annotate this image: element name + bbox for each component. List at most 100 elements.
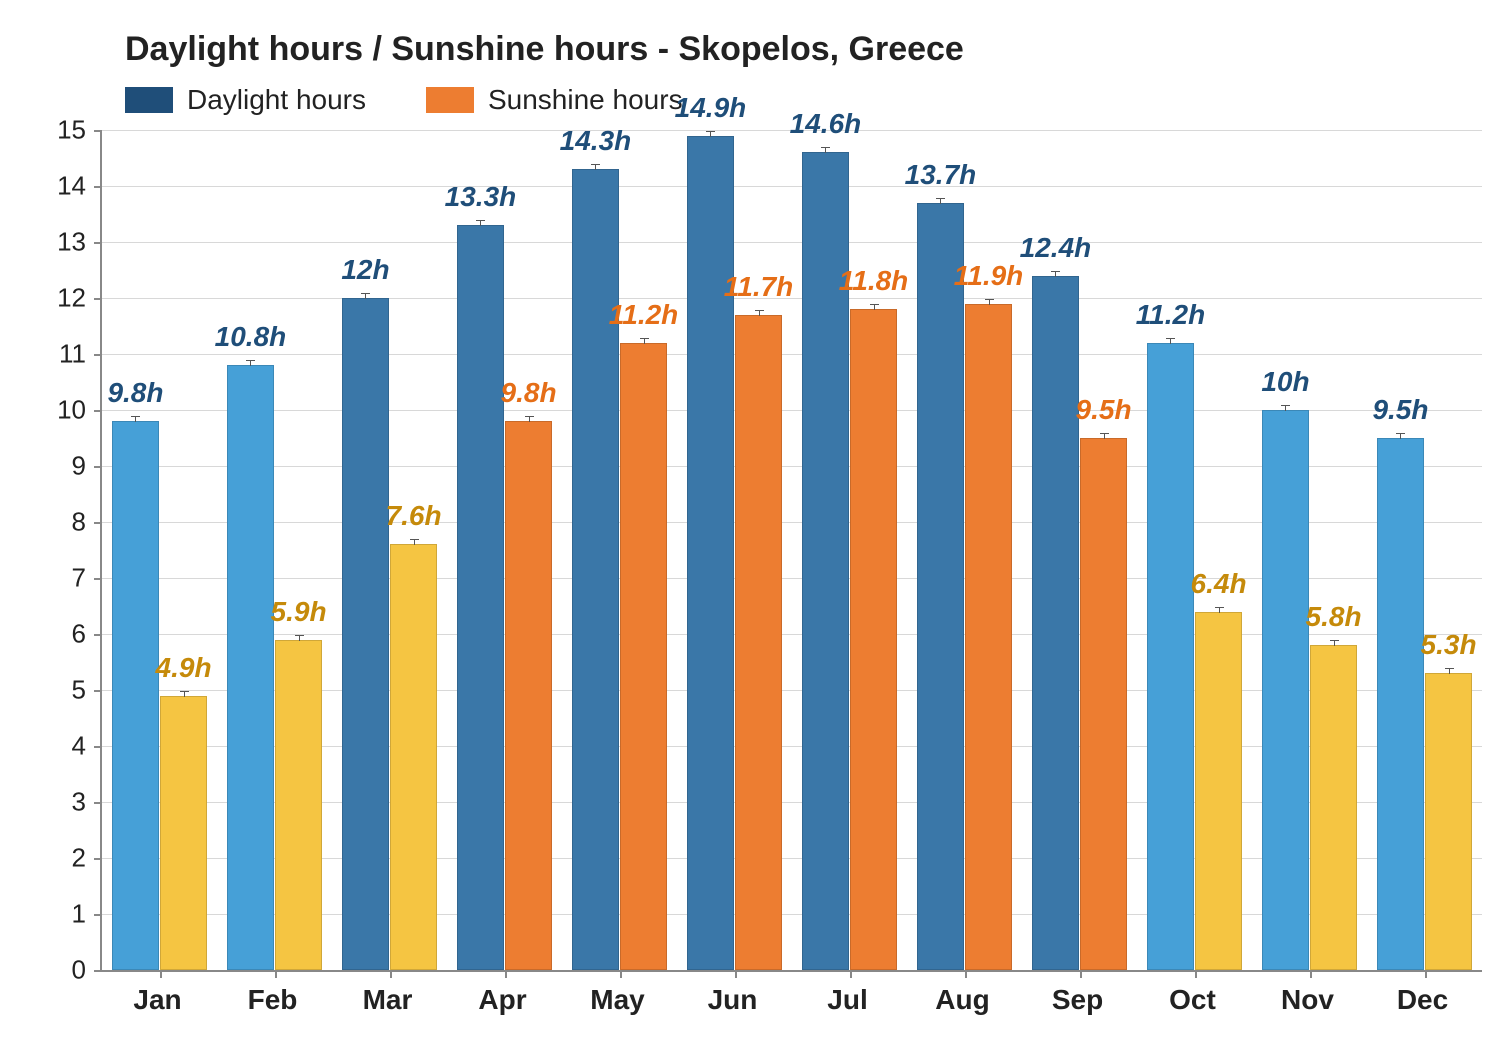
xtick-label: Nov (1281, 984, 1334, 1016)
ytick-label: 13 (0, 227, 86, 258)
ytick-mark (94, 802, 102, 804)
daylight-bar (1262, 410, 1308, 970)
daylight-value-label: 9.5h (1372, 394, 1428, 426)
daylight-bar (1377, 438, 1423, 970)
ytick-label: 7 (0, 563, 86, 594)
daylight-value-label: 14.3h (560, 125, 632, 157)
ytick-mark (94, 410, 102, 412)
daylight-bar (1032, 276, 1078, 970)
daylight-value-label: 9.8h (107, 377, 163, 409)
sunshine-value-label: 11.8h (839, 265, 909, 297)
sunshine-value-label: 11.9h (954, 260, 1024, 292)
ytick-label: 15 (0, 115, 86, 146)
ytick-label: 12 (0, 283, 86, 314)
sunshine-bar (505, 421, 551, 970)
sunshine-value-label: 5.8h (1306, 601, 1362, 633)
xtick-label: Oct (1169, 984, 1216, 1016)
ytick-mark (94, 746, 102, 748)
xtick-mark (850, 970, 852, 978)
gridline (102, 242, 1482, 243)
xtick-mark (735, 970, 737, 978)
sunshine-bar (620, 343, 666, 970)
sunshine-value-label: 5.9h (271, 596, 327, 628)
ytick-mark (94, 970, 102, 972)
ytick-label: 14 (0, 171, 86, 202)
daylight-bar (457, 225, 503, 970)
xtick-label: Dec (1397, 984, 1448, 1016)
daylight-value-label: 14.6h (790, 108, 862, 140)
daylight-value-label: 12.4h (1020, 232, 1092, 264)
ytick-label: 8 (0, 507, 86, 538)
ytick-mark (94, 522, 102, 524)
xtick-label: Jul (827, 984, 867, 1016)
sunshine-value-label: 11.2h (609, 299, 679, 331)
gridline (102, 186, 1482, 187)
daylight-bar (112, 421, 158, 970)
xtick-mark (1310, 970, 1312, 978)
chart-title: Daylight hours / Sunshine hours - Skopel… (125, 30, 964, 69)
gridline (102, 354, 1482, 355)
daylight-bar (687, 136, 733, 970)
sunshine-bar (390, 544, 436, 970)
ytick-mark (94, 858, 102, 860)
xtick-mark (965, 970, 967, 978)
ytick-label: 3 (0, 787, 86, 818)
legend-item-daylight: Daylight hours (125, 84, 366, 116)
daylight-value-label: 12h (341, 254, 389, 286)
xtick-label: Apr (478, 984, 526, 1016)
ytick-label: 5 (0, 675, 86, 706)
ytick-mark (94, 298, 102, 300)
sunshine-bar (850, 309, 896, 970)
daylight-value-label: 14.9h (675, 92, 747, 124)
sunshine-bar (1080, 438, 1126, 970)
ytick-mark (94, 914, 102, 916)
ytick-label: 4 (0, 731, 86, 762)
ytick-label: 0 (0, 955, 86, 986)
daylight-value-label: 13.7h (905, 159, 977, 191)
xtick-mark (1425, 970, 1427, 978)
sunshine-bar (965, 304, 1011, 970)
sunshine-value-label: 9.8h (501, 377, 557, 409)
ytick-label: 9 (0, 451, 86, 482)
daylight-value-label: 10h (1261, 366, 1309, 398)
ytick-label: 2 (0, 843, 86, 874)
sunshine-bar (1310, 645, 1356, 970)
ytick-label: 11 (0, 339, 86, 370)
legend-swatch-daylight (125, 87, 173, 113)
sunshine-value-label: 9.5h (1076, 394, 1132, 426)
sunshine-bar (735, 315, 781, 970)
xtick-mark (1080, 970, 1082, 978)
legend-item-sunshine: Sunshine hours (426, 84, 683, 116)
ytick-label: 6 (0, 619, 86, 650)
xtick-label: Jan (133, 984, 181, 1016)
xtick-mark (620, 970, 622, 978)
daylight-bar (227, 365, 273, 970)
xtick-label: Aug (935, 984, 989, 1016)
legend-label-daylight: Daylight hours (187, 84, 366, 116)
daylight-value-label: 10.8h (215, 321, 287, 353)
xtick-mark (160, 970, 162, 978)
daylight-value-label: 13.3h (445, 181, 517, 213)
daylight-bar (572, 169, 618, 970)
daylight-value-label: 11.2h (1136, 299, 1206, 331)
ytick-label: 1 (0, 899, 86, 930)
ytick-mark (94, 466, 102, 468)
daylight-bar (342, 298, 388, 970)
daylight-bar (1147, 343, 1193, 970)
sunshine-value-label: 11.7h (724, 271, 794, 303)
sunshine-bar (160, 696, 206, 970)
xtick-mark (1195, 970, 1197, 978)
xtick-label: Jun (708, 984, 758, 1016)
xtick-label: Mar (363, 984, 413, 1016)
daylight-bar (917, 203, 963, 970)
legend-swatch-sunshine (426, 87, 474, 113)
ytick-mark (94, 634, 102, 636)
xtick-mark (390, 970, 392, 978)
ytick-mark (94, 186, 102, 188)
sunshine-bar (1195, 612, 1241, 970)
xtick-label: Sep (1052, 984, 1103, 1016)
sunshine-value-label: 4.9h (156, 652, 212, 684)
xtick-mark (505, 970, 507, 978)
ytick-mark (94, 354, 102, 356)
sunshine-value-label: 6.4h (1191, 568, 1247, 600)
